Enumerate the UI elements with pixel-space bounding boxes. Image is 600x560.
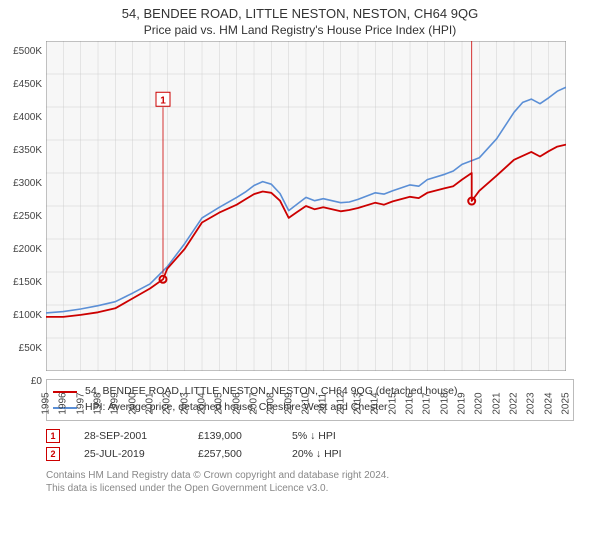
y-tick-label: £400K <box>0 112 42 123</box>
x-tick-label: 2023 <box>526 390 537 418</box>
y-tick-label: £50K <box>0 343 42 354</box>
x-tick-label: 1997 <box>75 390 86 418</box>
y-tick-label: £300K <box>0 178 42 189</box>
x-tick-label: 1995 <box>41 390 52 418</box>
y-tick-label: £500K <box>0 46 42 57</box>
x-tick-label: 2010 <box>301 390 312 418</box>
x-tick-label: 2012 <box>335 390 346 418</box>
x-tick-label: 2000 <box>127 390 138 418</box>
x-tick-label: 1996 <box>58 390 69 418</box>
x-tick-label: 2014 <box>370 390 381 418</box>
footnote: Contains HM Land Registry data © Crown c… <box>46 469 574 495</box>
footnote-line: Contains HM Land Registry data © Crown c… <box>46 469 574 482</box>
x-tick-label: 2022 <box>509 390 520 418</box>
y-tick-label: £200K <box>0 244 42 255</box>
x-tick-label: 2021 <box>491 390 502 418</box>
x-tick-label: 2018 <box>439 390 450 418</box>
x-tick-label: 2015 <box>387 390 398 418</box>
x-tick-label: 2007 <box>249 390 260 418</box>
y-tick-label: £150K <box>0 277 42 288</box>
x-tick-label: 2013 <box>353 390 364 418</box>
marker-table: 1 28-SEP-2001 £139,000 5% ↓ HPI 2 25-JUL-2019… <box>46 427 574 463</box>
footnote-line: This data is licensed under the Open Gov… <box>46 482 574 495</box>
marker-date: 25-JUL-2019 <box>84 448 174 460</box>
x-tick-label: 2011 <box>318 390 329 418</box>
x-tick-label: 2024 <box>543 390 554 418</box>
chart-title: 54, BENDEE ROAD, LITTLE NESTON, NESTON, … <box>0 0 600 21</box>
marker-price: £139,000 <box>198 430 268 442</box>
marker-row: 1 28-SEP-2001 £139,000 5% ↓ HPI <box>46 427 574 445</box>
x-tick-label: 2005 <box>214 390 225 418</box>
x-tick-label: 2002 <box>162 390 173 418</box>
marker-number-box: 1 <box>46 429 60 443</box>
x-tick-label: 2009 <box>283 390 294 418</box>
x-tick-label: 1998 <box>93 390 104 418</box>
x-tick-label: 2003 <box>179 390 190 418</box>
x-tick-label: 1999 <box>110 390 121 418</box>
x-tick-label: 2001 <box>145 390 156 418</box>
y-tick-label: £450K <box>0 79 42 90</box>
y-tick-label: £350K <box>0 145 42 156</box>
marker-pct: 5% ↓ HPI <box>292 430 382 442</box>
marker-date: 28-SEP-2001 <box>84 430 174 442</box>
chart-area: 12 <box>46 41 566 371</box>
x-tick-label: 2004 <box>197 390 208 418</box>
x-tick-label: 2008 <box>266 390 277 418</box>
marker-number-box: 2 <box>46 447 60 461</box>
line-chart: 12 <box>46 41 566 371</box>
marker-price: £257,500 <box>198 448 268 460</box>
marker-row: 2 25-JUL-2019 £257,500 20% ↓ HPI <box>46 445 574 463</box>
x-tick-label: 2006 <box>231 390 242 418</box>
x-tick-label: 2019 <box>457 390 468 418</box>
x-tick-label: 2017 <box>422 390 433 418</box>
y-tick-label: £100K <box>0 310 42 321</box>
y-tick-label: £250K <box>0 211 42 222</box>
marker-pct: 20% ↓ HPI <box>292 448 382 460</box>
x-tick-label: 2020 <box>474 390 485 418</box>
svg-text:1: 1 <box>160 95 166 106</box>
x-tick-label: 2016 <box>405 390 416 418</box>
x-tick-label: 2025 <box>561 390 572 418</box>
sale-marker-flag: 1 <box>156 92 170 106</box>
chart-subtitle: Price paid vs. HM Land Registry's House … <box>0 21 600 41</box>
y-tick-label: £0 <box>0 376 42 387</box>
